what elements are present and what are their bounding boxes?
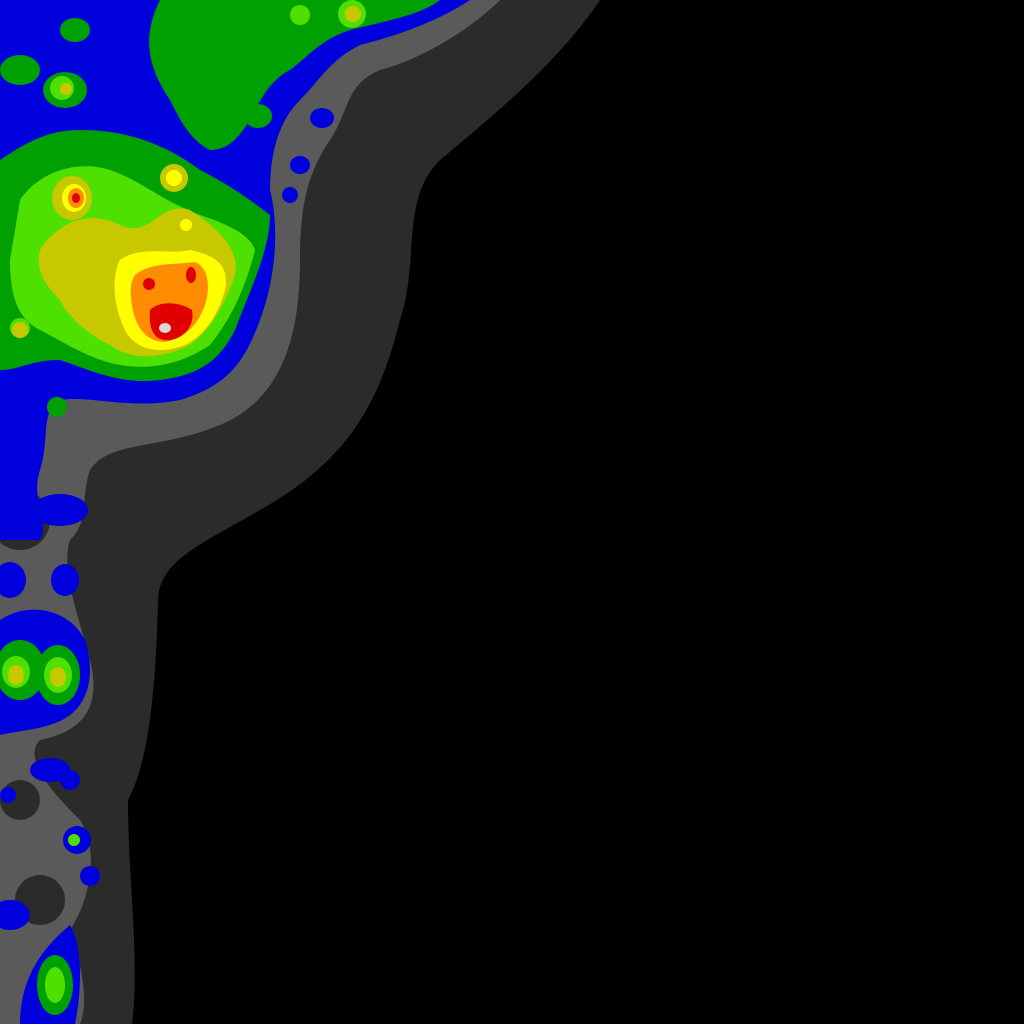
white-core [159,323,171,333]
